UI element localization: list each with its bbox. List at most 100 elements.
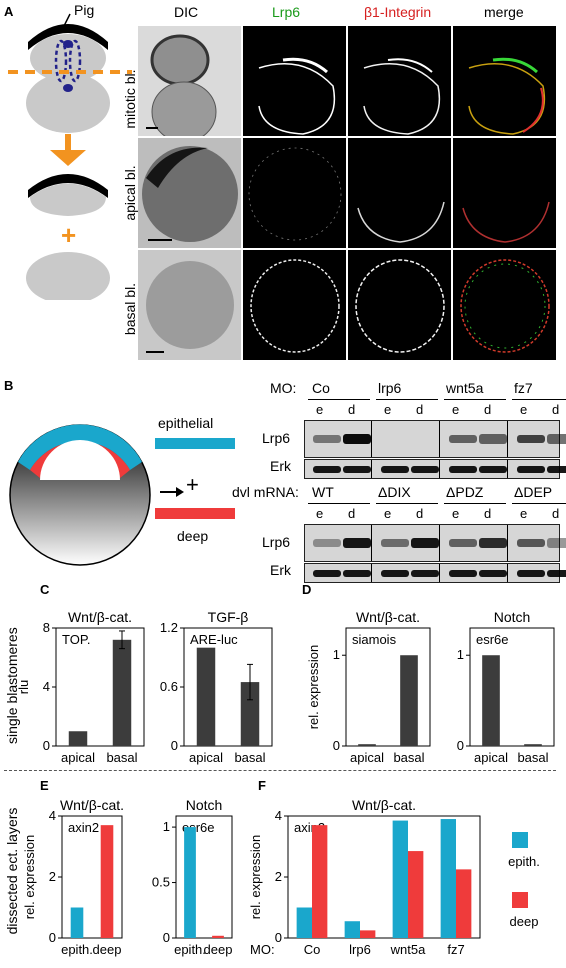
group-underline	[512, 503, 566, 504]
x-tick-label: basal	[234, 750, 265, 765]
dic-basal	[138, 250, 241, 360]
merge-basal	[453, 250, 556, 360]
y-tick-label: 1.2	[160, 620, 178, 635]
group-underline	[444, 503, 506, 504]
y-axis-label: rel. expression	[248, 835, 263, 920]
col-header-integrin: β1-Integrin	[364, 4, 432, 20]
pig-label: Pig	[74, 2, 95, 18]
blot-group-name: fz7	[514, 380, 533, 396]
plot-frame	[175, 815, 233, 939]
bar-deep-wnt5a	[408, 851, 424, 938]
erk-band-e	[449, 569, 477, 577]
erk-band-e	[517, 465, 545, 473]
y-axis-label: rel. expression	[22, 835, 37, 920]
y-tick-label: 4	[275, 808, 282, 823]
blot-erk	[304, 459, 566, 479]
bar-epith-Co	[296, 907, 312, 938]
erk-band-d	[411, 465, 439, 473]
col-header-merge: merge	[484, 4, 524, 20]
lane-separator	[371, 460, 372, 478]
panel-a-schematic	[8, 13, 132, 300]
erk-band-d	[479, 465, 507, 473]
lane-separator	[507, 564, 508, 582]
lrp6-band-e	[449, 539, 477, 547]
erk-band-d	[411, 569, 439, 577]
lane-e-label: e	[316, 402, 324, 417]
chart-title: Wnt/β-cat.	[356, 609, 420, 625]
lane-d-label: d	[348, 402, 356, 417]
dic-mitotic	[138, 26, 241, 136]
y-tick-label: 0	[457, 738, 464, 753]
panel-a-letter: A	[4, 4, 14, 19]
blot-lrp6	[304, 420, 566, 458]
integrin-apical	[348, 138, 451, 248]
erk-band-e	[517, 569, 545, 577]
x-tick-label: deep	[93, 942, 122, 957]
x-tick-label: wnt5a	[390, 942, 426, 957]
lane-separator	[507, 460, 508, 478]
blot-group-label: dvl mRNA:	[232, 484, 299, 500]
bar-epith	[70, 907, 84, 938]
blot-group-name: WT	[312, 484, 334, 500]
legend-label-epith: epith.	[508, 854, 540, 869]
bar-apical	[482, 655, 500, 746]
y-tick-label: 0	[333, 738, 340, 753]
lane-separator	[439, 525, 440, 561]
y-tick-label: 1	[333, 647, 340, 662]
bar-deep-lrp6	[360, 930, 376, 938]
epithelial-label: epithelial	[158, 415, 214, 431]
y-tick-label: 1	[457, 647, 464, 662]
y-tick-label: 8	[43, 620, 50, 635]
y-tick-label: 2	[49, 869, 56, 884]
lane-e-label: e	[316, 506, 324, 521]
lrp6-band-e	[449, 435, 477, 443]
chart-inner-label: siamois	[352, 632, 397, 647]
bar-apical	[196, 647, 216, 746]
lane-separator	[371, 421, 372, 457]
x-tick-label: basal	[106, 750, 137, 765]
lane-d-label: d	[552, 402, 560, 417]
y-tick-label: 0.5	[152, 875, 170, 890]
lane-d-label: d	[416, 506, 424, 521]
lrp6-band-e	[313, 539, 341, 547]
lrp6-band-d	[547, 538, 566, 548]
basal-blastomere	[26, 252, 110, 300]
bar-basal	[524, 744, 542, 746]
y-tick-label: 2	[275, 869, 282, 884]
y-tick-label: 0.6	[160, 679, 178, 694]
apical-blastomere	[30, 183, 106, 216]
panel-b-letter: B	[4, 378, 14, 393]
bar-epith	[184, 827, 196, 938]
row-label-lrp6: Lrp6	[262, 534, 291, 550]
y-tick-label: 0	[49, 930, 56, 945]
lane-e-label: e	[384, 402, 392, 417]
lrp6-band-d	[479, 434, 507, 444]
lrp6-band-d	[411, 538, 439, 548]
lane-separator	[439, 564, 440, 582]
section-divider	[4, 770, 556, 771]
x-tick-label: apical	[61, 750, 95, 765]
lane-d-label: d	[348, 506, 356, 521]
y-tick-label: 4	[49, 808, 56, 823]
x-tick-label: apical	[474, 750, 508, 765]
erk-band-e	[449, 465, 477, 473]
epithelial-layer	[18, 424, 142, 470]
pigment-cap	[28, 174, 108, 198]
group-underline	[444, 399, 506, 400]
lane-separator	[507, 421, 508, 457]
group-underline	[376, 503, 438, 504]
group-underline	[308, 399, 370, 400]
blot-group-label: MO:	[270, 380, 297, 396]
y-tick-label: 1	[163, 819, 170, 834]
x-tick-label: lrp6	[349, 942, 371, 957]
deep-bar	[155, 508, 235, 519]
lrp6-band-d	[547, 434, 566, 444]
erk-band-d	[343, 465, 371, 473]
x-tick-label: apical	[350, 750, 384, 765]
chart-inner-label: axin2	[68, 820, 99, 835]
lrp6-mitotic	[243, 26, 346, 136]
lrp6-band-d	[343, 434, 371, 444]
lrp6-basal	[243, 250, 346, 360]
erk-band-d	[547, 569, 566, 577]
